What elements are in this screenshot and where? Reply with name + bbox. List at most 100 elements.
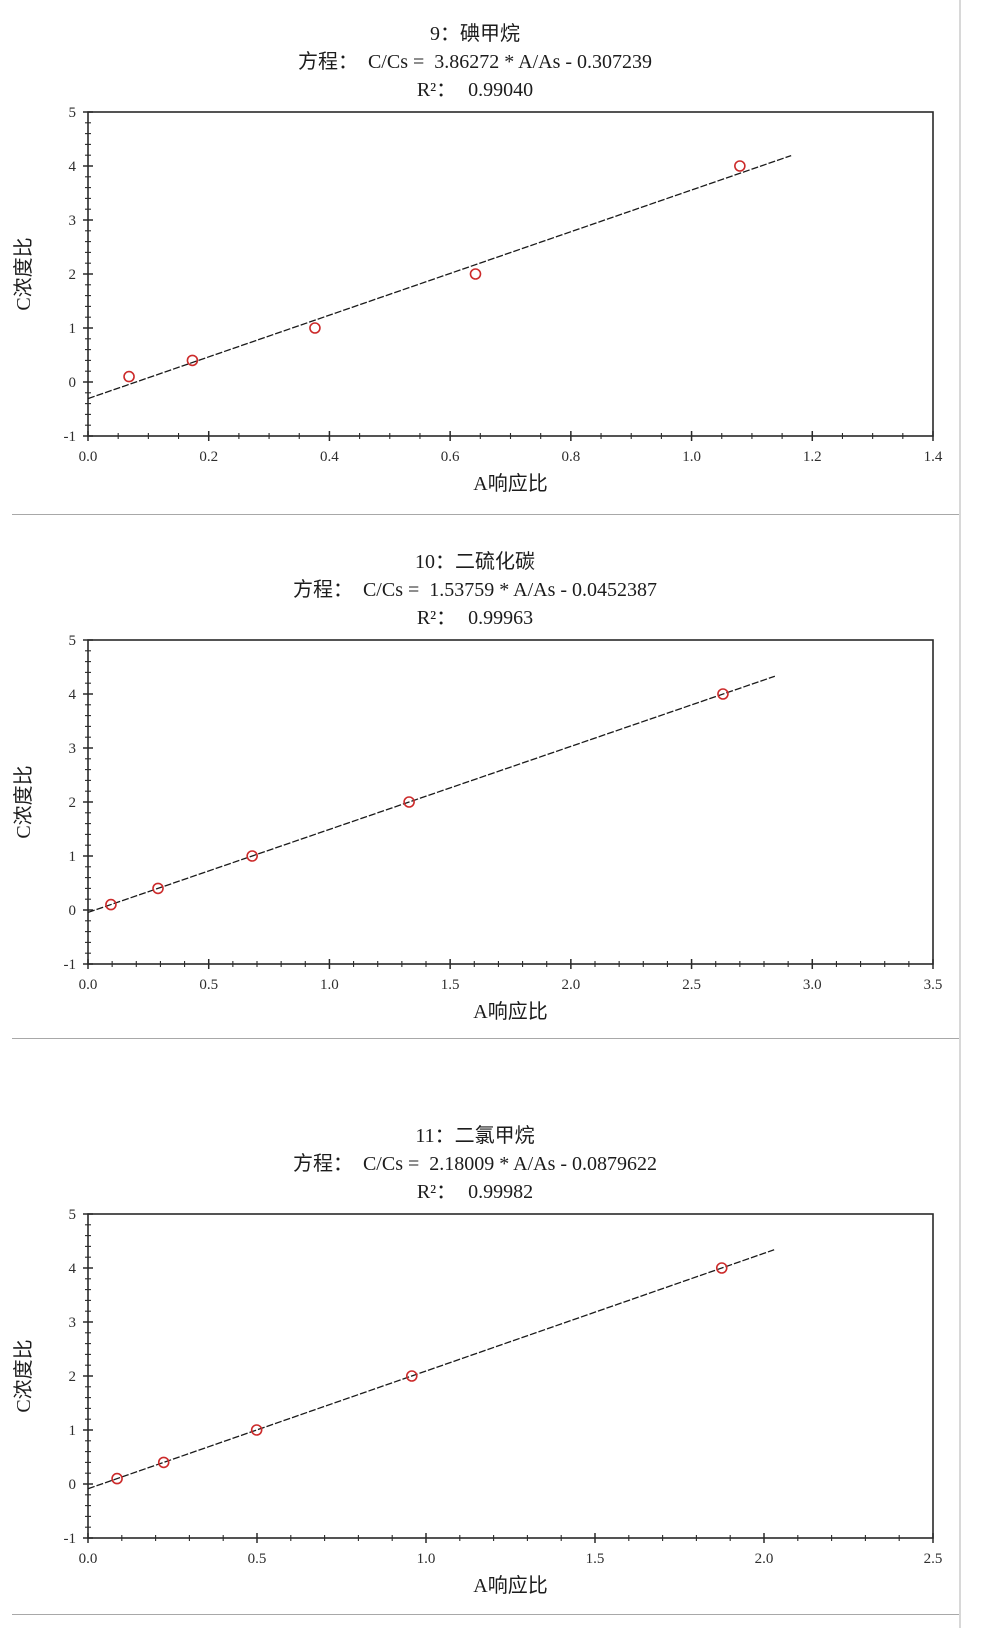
section-divider bbox=[12, 514, 960, 515]
equation-text: C/Cs = 2.18009 * A/As - 0.0879622 bbox=[362, 1153, 658, 1175]
y-tick-label: 4 bbox=[69, 1261, 77, 1277]
y-axis-title: C浓度比 bbox=[12, 765, 35, 838]
r2-prefix: R²： bbox=[416, 1181, 457, 1203]
x-tick-label: 0.5 bbox=[248, 1551, 267, 1567]
data-point bbox=[309, 322, 321, 334]
x-tick-label: 1.0 bbox=[417, 1551, 436, 1567]
x-tick-label: 2.5 bbox=[924, 1551, 943, 1567]
y-tick-label: -1 bbox=[64, 1531, 77, 1547]
x-tick-label: 1.0 bbox=[320, 977, 339, 993]
chart-r2-line: R²： 0.99963 bbox=[0, 604, 950, 632]
r2-value: 0.99982 bbox=[468, 1181, 534, 1203]
x-tick-label: 3.5 bbox=[924, 977, 943, 993]
equation-text: C/Cs = 3.86272 * A/As - 0.307239 bbox=[367, 51, 653, 73]
chart-card-carbon-disulfide: 10：二硫化碳 方程： C/Cs = 1.53759 * A/As - 0.045… bbox=[0, 540, 950, 1024]
x-tick-label: 0.0 bbox=[79, 977, 98, 993]
data-point bbox=[186, 354, 199, 367]
calibration-plot: 0.0 0.5 1.0 1.5 2.0 2.5 -1 0 1 2 3 4 5 A响应比 C浓度比 bbox=[12, 1208, 943, 1597]
plot-frame bbox=[87, 111, 934, 437]
section-divider bbox=[12, 1614, 960, 1615]
equation-prefix: 方程： bbox=[292, 579, 353, 601]
chart-r2-line: R²： 0.99040 bbox=[0, 76, 950, 104]
r2-prefix: R²： bbox=[416, 79, 457, 101]
data-point bbox=[717, 688, 729, 700]
trend-line bbox=[87, 1249, 775, 1490]
x-axis-title: A响应比 bbox=[473, 1574, 547, 1597]
y-tick-label: 2 bbox=[69, 267, 77, 283]
page-right-border bbox=[959, 0, 961, 1628]
x-tick-label: 2.5 bbox=[682, 977, 701, 993]
section-divider bbox=[12, 1038, 960, 1039]
x-tick-label: 0.4 bbox=[320, 449, 339, 465]
data-point bbox=[246, 850, 258, 862]
data-point bbox=[250, 1424, 263, 1436]
x-tick-label: 1.4 bbox=[924, 449, 943, 465]
data-point bbox=[105, 898, 117, 911]
chart-card-iodomethane: 9：碘甲烷 方程： C/Cs = 3.86272 * A/As - 0.30723… bbox=[0, 8, 950, 496]
chart-title: 11：二氯甲烷 bbox=[415, 1125, 535, 1147]
calibration-plot: 0.0 0.2 0.4 0.6 0.8 1.0 1.2 1.4 -1 0 1 2 3 4 5 A响应比 C浓度比 bbox=[12, 106, 943, 495]
calibration-plot: 0.0 0.5 1.0 1.5 2.0 2.5 3.0 3.5 -1 0 1 2 3 4 5 A响应比 C浓度比 bbox=[12, 634, 943, 1023]
y-axis-title: C浓度比 bbox=[12, 1339, 35, 1412]
y-axis-title: C浓度比 bbox=[12, 237, 35, 310]
y-tick-label: 4 bbox=[69, 687, 77, 703]
x-tick-label: 2.0 bbox=[755, 1551, 774, 1567]
y-tick-label: 2 bbox=[69, 795, 77, 811]
x-tick-label: 1.5 bbox=[441, 977, 460, 993]
y-tick-label: 1 bbox=[69, 321, 77, 337]
x-axis-title: A响应比 bbox=[473, 1000, 547, 1023]
equation-text: C/Cs = 1.53759 * A/As - 0.0452387 bbox=[362, 579, 658, 601]
data-point bbox=[469, 268, 482, 280]
data-point bbox=[406, 1370, 418, 1382]
r2-value: 0.99963 bbox=[468, 607, 534, 629]
trend-line bbox=[87, 675, 776, 914]
data-point bbox=[157, 1456, 170, 1469]
r2-value: 0.99040 bbox=[468, 79, 534, 101]
data-point bbox=[111, 1472, 123, 1485]
chart-title: 9：碘甲烷 bbox=[430, 23, 520, 45]
equation-prefix: 方程： bbox=[297, 51, 358, 73]
y-tick-label: 0 bbox=[69, 1477, 77, 1493]
x-tick-label: 1.5 bbox=[586, 1551, 605, 1567]
equation-prefix: 方程： bbox=[292, 1153, 353, 1175]
data-point bbox=[403, 796, 415, 808]
chart-equation-line: 方程： C/Cs = 3.86272 * A/As - 0.307239 bbox=[0, 48, 950, 76]
x-tick-label: 0.5 bbox=[199, 977, 218, 993]
y-tick-label: -1 bbox=[64, 957, 77, 973]
y-tick-label: 1 bbox=[69, 849, 77, 865]
data-point bbox=[734, 160, 746, 172]
plot-frame bbox=[87, 639, 934, 965]
y-tick-label: 5 bbox=[69, 1208, 77, 1223]
x-tick-label: 2.0 bbox=[561, 977, 580, 993]
x-tick-label: 0.0 bbox=[79, 449, 98, 465]
x-tick-label: 0.6 bbox=[441, 449, 460, 465]
x-tick-label: 1.2 bbox=[803, 449, 822, 465]
y-tick-label: 5 bbox=[69, 106, 77, 121]
chart-equation-line: 方程： C/Cs = 1.53759 * A/As - 0.0452387 bbox=[0, 576, 950, 604]
y-tick-label: 0 bbox=[69, 375, 77, 391]
y-tick-label: 3 bbox=[69, 213, 77, 229]
x-tick-label: 0.2 bbox=[199, 449, 218, 465]
x-tick-label: 3.0 bbox=[803, 977, 822, 993]
trend-line bbox=[87, 154, 792, 400]
x-tick-label: 1.0 bbox=[682, 449, 701, 465]
data-point bbox=[123, 370, 135, 383]
chart-r2-line: R²： 0.99982 bbox=[0, 1178, 950, 1206]
y-tick-label: 1 bbox=[69, 1423, 77, 1439]
y-tick-label: -1 bbox=[64, 429, 77, 445]
x-tick-label: 0.8 bbox=[561, 449, 580, 465]
chart-equation-line: 方程： C/Cs = 2.18009 * A/As - 0.0879622 bbox=[0, 1150, 950, 1178]
y-tick-label: 3 bbox=[69, 741, 77, 757]
x-axis-title: A响应比 bbox=[473, 472, 547, 495]
y-tick-label: 0 bbox=[69, 903, 77, 919]
y-tick-label: 4 bbox=[69, 159, 77, 175]
y-tick-label: 5 bbox=[69, 634, 77, 649]
data-point bbox=[152, 882, 164, 895]
y-tick-label: 2 bbox=[69, 1369, 77, 1385]
chart-card-dichloromethane: 11：二氯甲烷 方程： C/Cs = 2.18009 * A/As - 0.087… bbox=[0, 1114, 950, 1598]
plot-frame bbox=[87, 1213, 934, 1539]
r2-prefix: R²： bbox=[416, 607, 457, 629]
data-point bbox=[715, 1262, 728, 1274]
x-tick-label: 0.0 bbox=[79, 1551, 98, 1567]
